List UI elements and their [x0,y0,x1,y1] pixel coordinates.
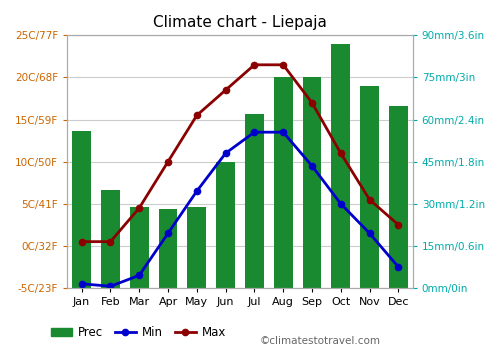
Bar [302,77,322,288]
Legend: Prec, Min, Max: Prec, Min, Max [46,322,231,344]
Text: ©climatestotravel.com: ©climatestotravel.com [260,336,381,346]
Bar [274,77,292,288]
Bar [216,162,235,288]
Bar [72,131,91,288]
Bar [389,105,407,288]
Bar [360,86,379,288]
Bar [130,206,148,288]
Bar [158,209,178,288]
Bar [245,114,264,288]
Title: Climate chart - Liepaja: Climate chart - Liepaja [153,15,327,30]
Bar [188,206,206,288]
Bar [332,44,350,288]
Bar [101,190,120,288]
